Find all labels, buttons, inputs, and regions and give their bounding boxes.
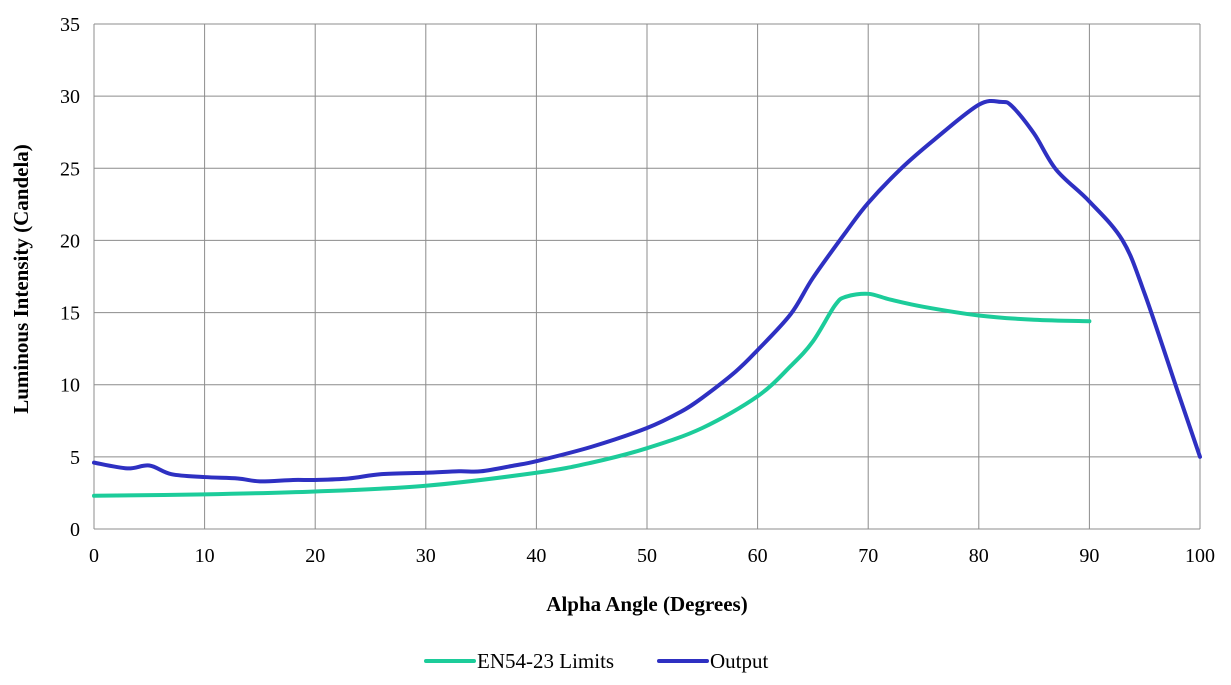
legend-item: Output [659,649,769,673]
x-tick-label: 0 [89,545,99,567]
x-tick-label: 90 [1079,545,1099,567]
x-tick-label: 50 [637,545,657,567]
y-tick-label: 0 [70,519,80,541]
x-tick-label: 60 [748,545,768,567]
legend-label: Output [710,649,769,673]
x-axis-title: Alpha Angle (Degrees) [546,592,747,616]
x-tick-label: 20 [305,545,325,567]
y-tick-label: 30 [60,86,80,108]
x-tick-label: 10 [195,545,215,567]
legend-item: EN54-23 Limits [426,649,614,673]
x-tick-label: 80 [969,545,989,567]
y-axis-title: Luminous Intensity (Candela) [9,144,33,414]
y-tick-label: 25 [60,158,80,180]
x-tick-label: 40 [526,545,546,567]
y-tick-label: 20 [60,230,80,252]
x-tick-label: 70 [858,545,878,567]
x-tick-label: 30 [416,545,436,567]
series-line-0 [94,294,1089,496]
legend-label: EN54-23 Limits [477,649,614,673]
x-tick-label: 100 [1185,545,1215,567]
y-tick-label: 15 [60,303,80,325]
y-tick-label: 10 [60,375,80,397]
legend: EN54-23 Limits Output [426,649,769,673]
y-tick-label: 35 [60,14,80,36]
tick-labels: 0 10 20 30 40 50 60 70 80 90 100 0 5 10 15 20 25 30 35 [60,14,1215,567]
grid [94,24,1200,529]
y-tick-label: 5 [70,447,80,469]
